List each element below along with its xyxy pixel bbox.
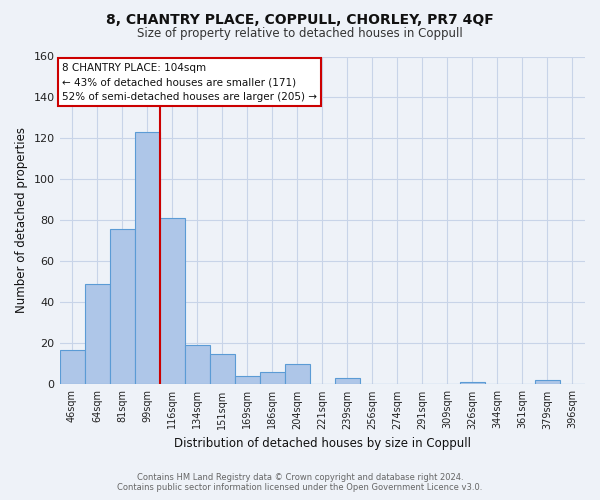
Bar <box>260 372 285 384</box>
Bar <box>209 354 235 384</box>
Text: Contains HM Land Registry data © Crown copyright and database right 2024.
Contai: Contains HM Land Registry data © Crown c… <box>118 473 482 492</box>
Bar <box>285 364 310 384</box>
Bar <box>134 132 160 384</box>
Bar <box>535 380 560 384</box>
Bar <box>110 228 134 384</box>
Bar <box>335 378 360 384</box>
Bar <box>85 284 110 384</box>
Text: 8, CHANTRY PLACE, COPPULL, CHORLEY, PR7 4QF: 8, CHANTRY PLACE, COPPULL, CHORLEY, PR7 … <box>106 12 494 26</box>
Text: 8 CHANTRY PLACE: 104sqm
← 43% of detached houses are smaller (171)
52% of semi-d: 8 CHANTRY PLACE: 104sqm ← 43% of detache… <box>62 62 317 102</box>
Bar <box>460 382 485 384</box>
Bar <box>160 218 185 384</box>
Bar <box>235 376 260 384</box>
Y-axis label: Number of detached properties: Number of detached properties <box>15 128 28 314</box>
Bar <box>185 346 209 385</box>
X-axis label: Distribution of detached houses by size in Coppull: Distribution of detached houses by size … <box>174 437 471 450</box>
Bar <box>59 350 85 384</box>
Text: Size of property relative to detached houses in Coppull: Size of property relative to detached ho… <box>137 28 463 40</box>
